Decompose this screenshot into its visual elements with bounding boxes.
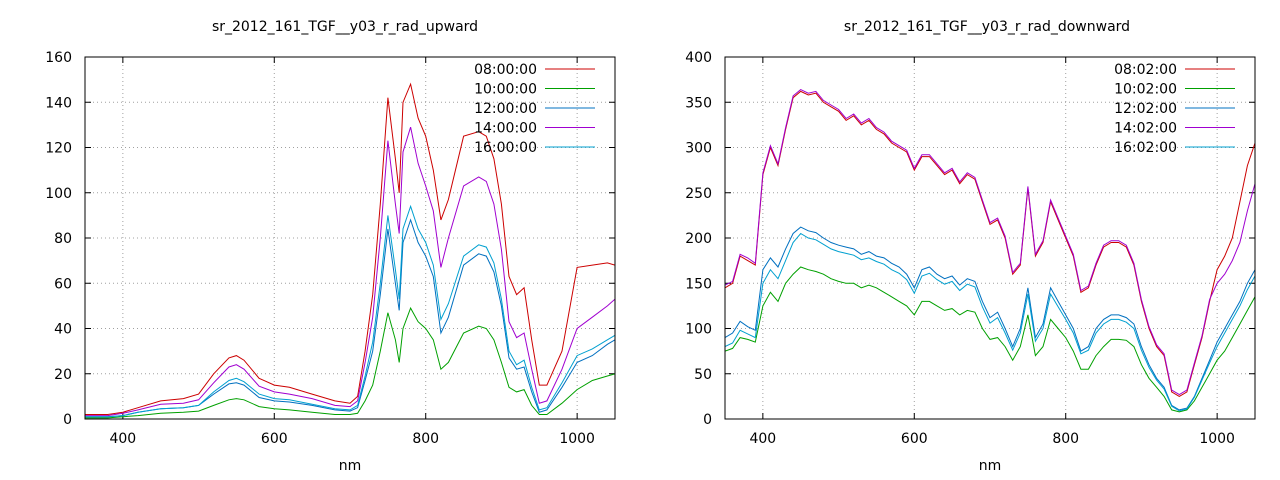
series-line-10-00-00	[85, 306, 615, 419]
x-tick-label: 1000	[559, 431, 595, 447]
x-tick-label: 600	[261, 431, 288, 447]
x-tick-label: 800	[412, 431, 439, 447]
series-line-08-00-00	[85, 82, 615, 415]
y-tick-label: 0	[703, 412, 712, 428]
y-tick-label: 60	[54, 276, 72, 292]
legend-label: 16:02:00	[1114, 140, 1177, 156]
x-tick-label: 1000	[1199, 431, 1235, 447]
legend-label: 14:02:00	[1114, 121, 1177, 137]
y-tick-label: 100	[45, 186, 72, 202]
y-tick-label: 150	[685, 276, 712, 292]
x-tick-label: 600	[901, 431, 928, 447]
y-tick-label: 250	[685, 186, 712, 202]
y-tick-label: 140	[45, 95, 72, 111]
y-tick-label: 50	[694, 367, 712, 383]
y-tick-label: 200	[685, 231, 712, 247]
x-tick-label: 800	[1052, 431, 1079, 447]
series-line-16-02-00	[725, 232, 1255, 412]
series-line-12-02-00	[725, 226, 1255, 411]
legend-label: 12:02:00	[1114, 101, 1177, 117]
x-axis-label: nm	[979, 458, 1002, 474]
legend-label: 08:00:00	[474, 62, 537, 78]
legend-label: 12:00:00	[474, 101, 537, 117]
series-line-12-00-00	[85, 218, 615, 418]
plot-frame	[724, 56, 1256, 420]
legend-label: 10:02:00	[1114, 82, 1177, 98]
x-tick-label: 400	[109, 431, 136, 447]
y-tick-label: 160	[45, 50, 72, 66]
legend-label: 16:00:00	[474, 140, 537, 156]
y-tick-label: 20	[54, 367, 72, 383]
x-tick-label: 400	[749, 431, 776, 447]
y-tick-label: 300	[685, 141, 712, 157]
chart-title: sr_2012_161_TGF__y03_r_rad_downward	[844, 19, 1130, 35]
plot-frame	[84, 56, 616, 420]
y-tick-label: 400	[685, 50, 712, 66]
y-tick-label: 120	[45, 141, 72, 157]
legend-label: 10:00:00	[474, 82, 537, 98]
y-tick-label: 100	[685, 322, 712, 338]
y-tick-label: 80	[54, 231, 72, 247]
legend-label: 08:02:00	[1114, 62, 1177, 78]
series-line-10-02-00	[725, 266, 1255, 413]
series-line-14-02-00	[725, 89, 1255, 396]
y-tick-label: 350	[685, 95, 712, 111]
y-tick-label: 40	[54, 322, 72, 338]
chart-title: sr_2012_161_TGF__y03_r_rad_upward	[212, 19, 478, 35]
series-line-08-02-00	[725, 90, 1255, 397]
series-line-14-00-00	[85, 126, 615, 417]
series-line-16-00-00	[85, 204, 615, 418]
x-axis-label: nm	[339, 458, 362, 474]
y-tick-label: 0	[63, 412, 72, 428]
legend-label: 14:00:00	[474, 121, 537, 137]
